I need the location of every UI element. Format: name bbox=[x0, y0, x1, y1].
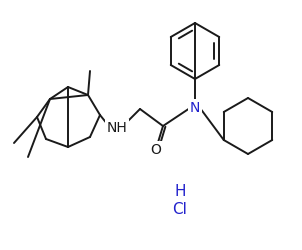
Text: Cl: Cl bbox=[172, 202, 188, 217]
Text: N: N bbox=[190, 100, 200, 114]
Text: NH: NH bbox=[107, 120, 127, 134]
Text: O: O bbox=[151, 142, 162, 156]
Text: H: H bbox=[174, 184, 186, 199]
